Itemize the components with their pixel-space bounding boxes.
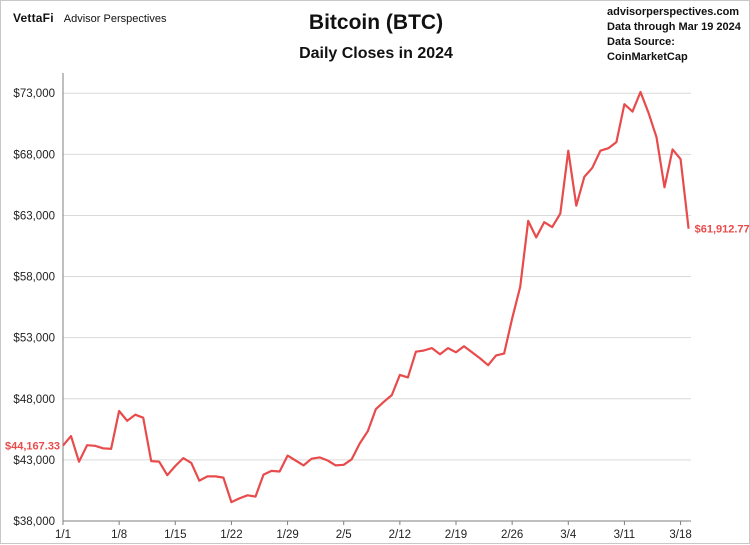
- x-tick-label: 1/8: [111, 529, 127, 541]
- y-tick-label: $43,000: [13, 455, 55, 467]
- y-tick-label: $63,000: [13, 210, 55, 222]
- x-tick-label: 1/22: [220, 529, 242, 541]
- y-tick-label: $73,000: [13, 88, 55, 100]
- start-value-label: $44,167.33: [5, 441, 60, 453]
- brand: VettaFi Advisor Perspectives: [13, 11, 166, 25]
- source-line-date: Data through Mar 19 2024: [607, 21, 741, 33]
- x-tick-label: 3/4: [560, 529, 577, 541]
- y-tick-label: $48,000: [13, 394, 55, 406]
- series-line: [62, 90, 690, 504]
- x-tick-label: 3/11: [614, 529, 636, 541]
- source-line-source: Data Source: CoinMarketCap: [607, 36, 688, 63]
- x-tick-label: 1/1: [55, 529, 71, 541]
- source-line-site: advisorperspectives.com: [607, 6, 740, 18]
- x-tick-label: 2/5: [336, 529, 352, 541]
- x-tick-label: 1/15: [164, 529, 186, 541]
- y-tick-label: $53,000: [13, 333, 55, 345]
- x-tick-label: 2/19: [445, 529, 467, 541]
- brand-name: Advisor Perspectives: [63, 13, 167, 25]
- x-tick-label: 1/29: [276, 529, 298, 541]
- x-tick-label: 2/12: [389, 529, 411, 541]
- chart-subtitle: Daily Closes in 2024: [299, 45, 453, 62]
- end-value-label: $61,912.77: [695, 224, 750, 236]
- chart-title: Bitcoin (BTC): [308, 11, 444, 34]
- x-tick-label: 3/18: [669, 529, 691, 541]
- y-tick-label: $58,000: [13, 272, 55, 284]
- brand-logo: VettaFi: [13, 11, 54, 25]
- y-tick-label: $38,000: [13, 516, 55, 528]
- x-tick-label: 2/26: [501, 529, 523, 541]
- y-tick-label: $68,000: [13, 149, 55, 161]
- source-info: advisorperspectives.com Data through Mar…: [607, 5, 749, 65]
